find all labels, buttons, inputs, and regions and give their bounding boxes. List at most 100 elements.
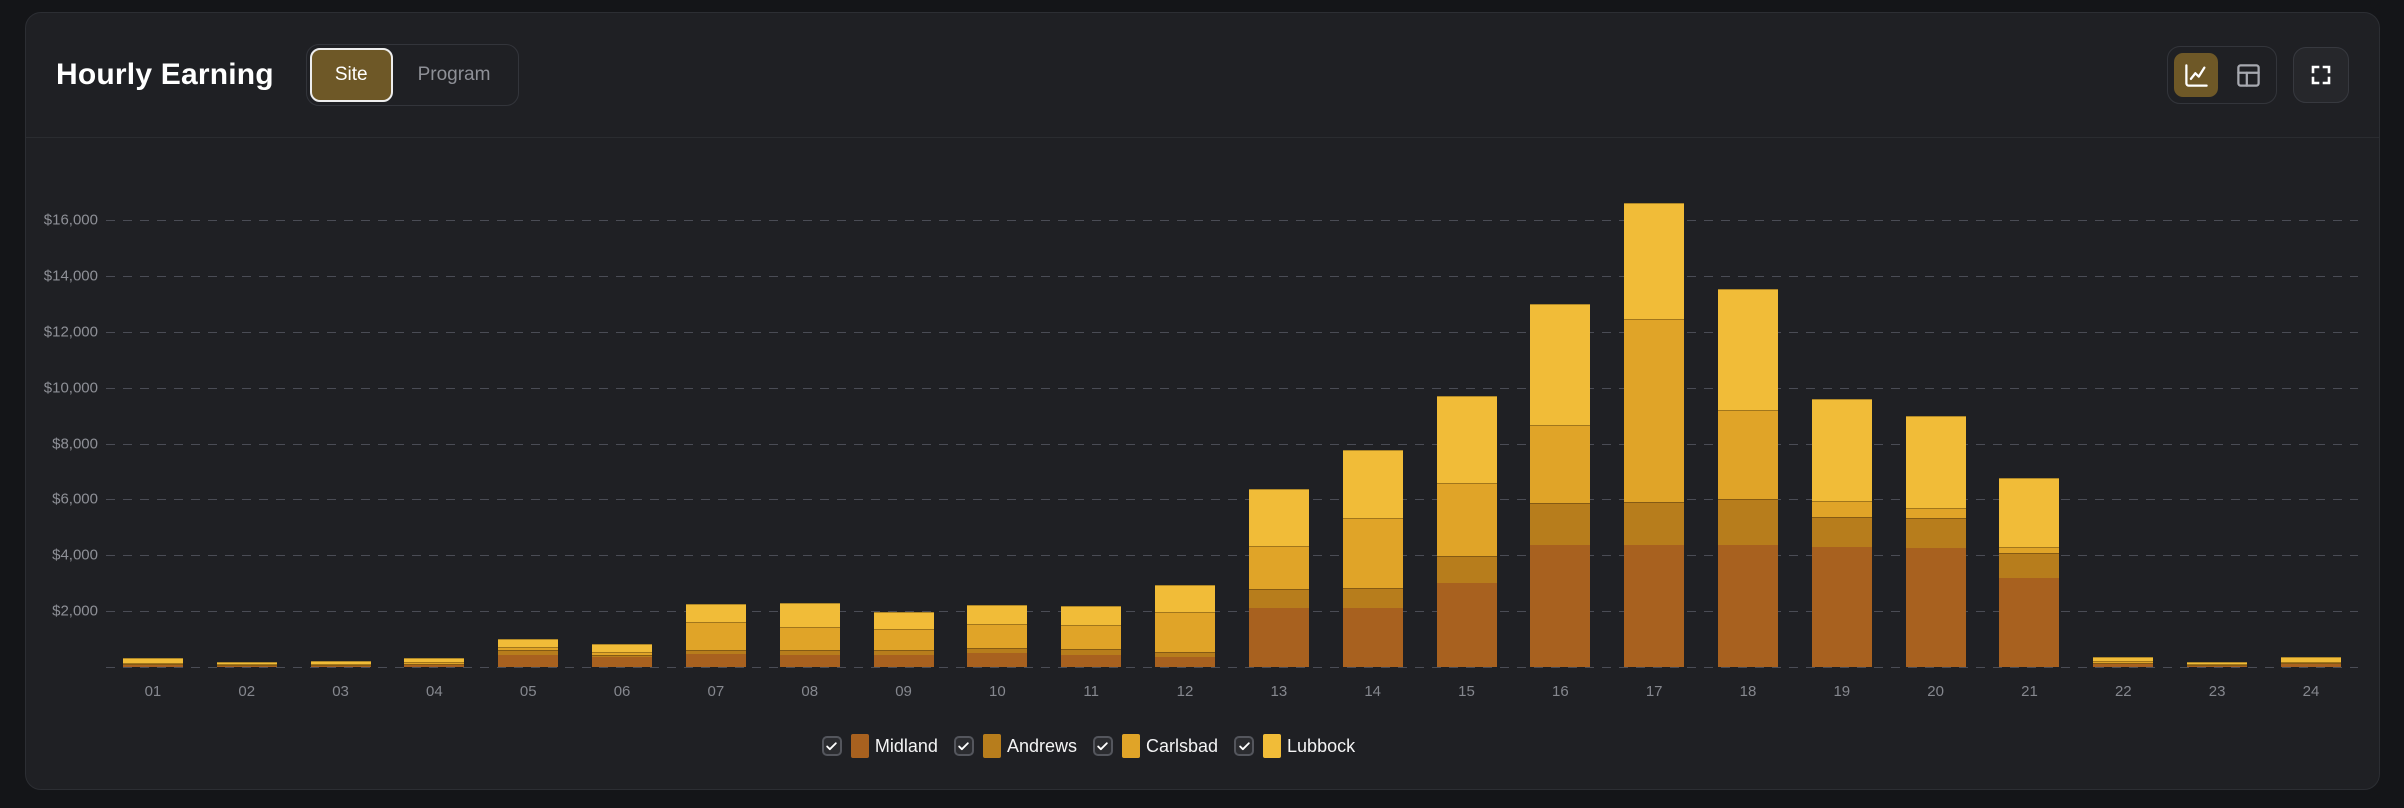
stacked-bar	[122, 658, 183, 667]
legend-item-lubbock[interactable]: Lubbock	[1234, 734, 1355, 758]
bar-segment-midland	[592, 656, 653, 667]
bar-segment-lubbock	[1342, 449, 1403, 519]
bar-segment-andrews	[592, 655, 653, 657]
bar-hour-21[interactable]	[1983, 164, 2077, 667]
bar-segment-carlsbad	[2280, 661, 2341, 663]
bar-hour-22[interactable]	[2076, 164, 2170, 667]
bar-hour-14[interactable]	[1326, 164, 1420, 667]
legend-checkbox[interactable]	[953, 736, 974, 756]
bar-segment-andrews	[1905, 518, 1966, 549]
bar-hour-23[interactable]	[2170, 164, 2264, 667]
bar-segment-midland	[1436, 583, 1497, 667]
stacked-bar	[1530, 303, 1591, 667]
stacked-bar	[1248, 488, 1309, 667]
card-header: Hourly Earning Site Program	[26, 13, 2379, 138]
bar-segment-carlsbad	[1061, 624, 1122, 649]
stacked-bar	[779, 603, 840, 667]
bar-segment-lubbock	[592, 644, 653, 653]
table-view-button[interactable]	[2226, 53, 2270, 97]
fullscreen-icon	[2309, 63, 2333, 87]
y-axis-label: $16,000	[43, 211, 98, 229]
tab-program[interactable]: Program	[393, 48, 516, 102]
legend-item-carlsbad[interactable]: Carlsbad	[1092, 734, 1218, 758]
bar-hour-16[interactable]	[1513, 164, 1607, 667]
bar-segment-carlsbad	[2093, 661, 2154, 663]
bar-segment-carlsbad	[122, 662, 183, 664]
bar-hour-08[interactable]	[763, 164, 857, 667]
bar-segment-carlsbad	[1905, 508, 1966, 519]
bar-hour-17[interactable]	[1607, 164, 1701, 667]
bar-hour-01[interactable]	[106, 164, 200, 667]
bar-segment-lubbock	[1061, 606, 1122, 625]
bar-hour-03[interactable]	[294, 164, 388, 667]
bar-segment-carlsbad	[1342, 518, 1403, 589]
legend-swatch	[1263, 734, 1282, 758]
bar-hour-12[interactable]	[1138, 164, 1232, 667]
bar-segment-carlsbad	[404, 662, 465, 664]
legend-item-midland[interactable]: Midland	[821, 734, 938, 758]
bar-segment-andrews	[404, 663, 465, 665]
bar-hour-09[interactable]	[857, 164, 951, 667]
bar-hour-05[interactable]	[481, 164, 575, 667]
bar-hour-06[interactable]	[575, 164, 669, 667]
bar-segment-midland	[2187, 665, 2248, 667]
site-program-toggle: Site Program	[305, 44, 520, 106]
stacked-bar	[1436, 395, 1497, 667]
stacked-bar	[310, 661, 371, 667]
bar-hour-20[interactable]	[1889, 164, 1983, 667]
bar-segment-andrews	[1999, 553, 2060, 579]
bar-hour-10[interactable]	[950, 164, 1044, 667]
legend-checkbox[interactable]	[821, 736, 842, 756]
bar-segment-lubbock	[1530, 303, 1591, 426]
check-icon	[958, 741, 970, 750]
bar-hour-07[interactable]	[669, 164, 763, 667]
chart-legend: Midland Andrews Carlsbad Lubbock	[0, 734, 2265, 758]
bar-hour-13[interactable]	[1232, 164, 1326, 667]
bar-hour-02[interactable]	[200, 164, 294, 667]
legend-swatch	[1121, 734, 1140, 758]
bar-hour-04[interactable]	[387, 164, 481, 667]
bar-segment-carlsbad	[1811, 501, 1872, 518]
tab-site[interactable]: Site	[309, 48, 393, 102]
bar-segment-midland	[1061, 655, 1122, 667]
legend-item-andrews[interactable]: Andrews	[953, 734, 1077, 758]
table-icon	[2235, 62, 2262, 89]
bar-hour-18[interactable]	[1701, 164, 1795, 667]
check-icon	[826, 741, 838, 750]
y-axis-label: $8,000	[52, 435, 98, 452]
hourly-earning-card: Hourly Earning Site Program	[25, 12, 2380, 790]
bar-segment-lubbock	[1905, 416, 1966, 509]
stacked-bar	[967, 605, 1028, 667]
bar-segment-lubbock	[310, 661, 371, 664]
x-axis-label: 15	[1458, 683, 1475, 700]
bar-segment-lubbock	[2187, 661, 2248, 664]
bar-segment-lubbock	[1624, 202, 1685, 319]
stacked-bar	[685, 604, 746, 667]
x-axis-label: 22	[2114, 683, 2132, 700]
stacked-bar	[1624, 202, 1685, 667]
bar-segment-andrews	[122, 663, 183, 665]
bar-segment-lubbock	[967, 605, 1028, 624]
bar-hour-15[interactable]	[1420, 164, 1514, 667]
bar-segment-midland	[310, 665, 371, 667]
fullscreen-button[interactable]	[2293, 47, 2349, 103]
bar-segment-carlsbad	[779, 627, 840, 650]
legend-checkbox[interactable]	[1234, 736, 1255, 756]
bar-segment-lubbock	[122, 658, 183, 663]
bar-hour-24[interactable]	[2264, 164, 2358, 667]
bar-segment-carlsbad	[498, 647, 559, 651]
bar-segment-andrews	[1530, 503, 1591, 546]
bar-hour-19[interactable]	[1795, 164, 1889, 667]
bar-segment-carlsbad	[873, 629, 934, 650]
bar-segment-midland	[967, 653, 1028, 667]
bar-segment-midland	[1717, 545, 1778, 667]
bar-hour-11[interactable]	[1044, 164, 1138, 667]
stacked-bar	[1155, 585, 1216, 667]
bar-segment-lubbock	[685, 604, 746, 623]
legend-checkbox[interactable]	[1092, 736, 1113, 756]
stacked-bar	[1905, 416, 1966, 667]
bar-segment-carlsbad	[1155, 612, 1216, 652]
chart-view-button[interactable]	[2174, 53, 2218, 97]
x-axis-label: 16	[1551, 683, 1569, 700]
stacked-bar	[2280, 657, 2341, 667]
